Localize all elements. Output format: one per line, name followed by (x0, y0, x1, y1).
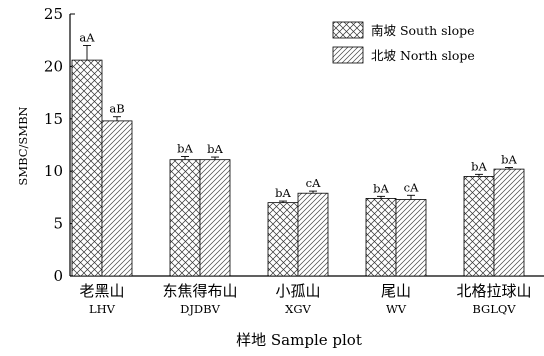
plot-area: 0 5 10 15 20 25 老黑山 LHV 东焦得布山 DJDBV 小孤山 XGV 尾山 WV 北格拉球… (44, 5, 544, 316)
data-label-series1-1: bA (207, 142, 223, 156)
x-tick-label-en-4: BGLQV (472, 302, 516, 316)
x-tick-label-en-3: WV (386, 302, 407, 316)
bar-series1-0 (101, 120, 133, 277)
data-label-series0-1: bA (177, 142, 193, 156)
y-axis-label: SMBC/SMBN (16, 106, 30, 185)
legend-label-1: 北坡 North slope (371, 48, 475, 63)
x-tick-label-cn-4: 北格拉球山 (456, 282, 531, 300)
data-label-series0-0: aA (79, 30, 95, 44)
legend-swatch-0 (332, 21, 364, 39)
bar-series1-1 (199, 159, 231, 277)
y-tick-label-2: 10 (44, 162, 63, 180)
data-label-series0-4: bA (471, 159, 487, 173)
x-tick-label-en-2: XGV (285, 302, 311, 316)
bar-series0-2 (267, 202, 299, 277)
x-tick-label-cn-1: 东焦得布山 (162, 282, 237, 300)
x-axis-label: 样地 Sample plot (236, 331, 362, 349)
bar-series1-3 (395, 199, 427, 277)
x-tick-label-en-0: LHV (89, 302, 116, 316)
legend-label-0: 南坡 South slope (371, 23, 475, 38)
x-tick-label-cn-3: 尾山 (381, 282, 411, 300)
data-label-series1-2: cA (306, 176, 321, 190)
legend-swatch-1 (332, 46, 364, 64)
y-tick-label-4: 20 (44, 57, 63, 75)
bar-series0-4 (463, 176, 495, 277)
x-tick-label-en-1: DJDBV (180, 302, 221, 316)
data-label-series0-2: bA (275, 186, 291, 200)
bar-series0-3 (365, 198, 397, 277)
y-tick-label-0: 0 (53, 267, 63, 285)
data-label-series1-0: aB (109, 102, 124, 116)
y-tick-label-3: 15 (44, 110, 63, 128)
bar-series1-2 (297, 192, 329, 277)
legend: 南坡 South slope 北坡 North slope (332, 21, 475, 64)
x-tick-label-cn-2: 小孤山 (275, 282, 320, 300)
bar-series0-1 (169, 159, 201, 277)
y-tick-label-5: 25 (44, 5, 63, 23)
y-tick-label-1: 5 (53, 215, 63, 233)
bar-series0-0 (71, 59, 103, 277)
data-label-series1-3: cA (404, 180, 419, 194)
data-label-series0-3: bA (373, 181, 389, 195)
x-tick-label-cn-0: 老黑山 (79, 282, 124, 300)
bar-series1-4 (493, 168, 525, 277)
data-label-series1-4: bA (501, 153, 517, 167)
